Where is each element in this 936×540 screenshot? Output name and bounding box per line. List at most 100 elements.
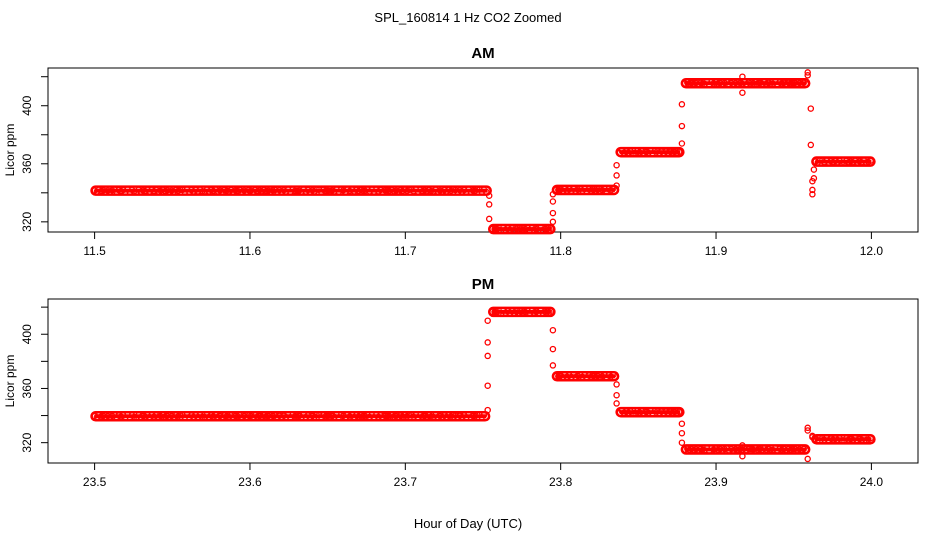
pm-transition-point xyxy=(484,317,491,324)
am-transition-point xyxy=(807,105,815,112)
pm-transition-point xyxy=(613,381,620,388)
am-data-point xyxy=(384,187,391,194)
pm-data-point xyxy=(232,412,239,420)
pm-transition-point xyxy=(809,433,816,441)
pm-x-tick-label: 24.0 xyxy=(860,475,884,489)
pm-transition-point xyxy=(484,382,491,389)
pm-x-tick-label: 23.9 xyxy=(704,475,728,489)
am-data-point xyxy=(546,226,553,233)
am-transition-point xyxy=(810,166,818,173)
pm-data-point xyxy=(675,408,683,416)
am-transition-point xyxy=(485,201,493,208)
am-transition-point xyxy=(739,73,746,80)
am-transition-point xyxy=(549,209,557,217)
am-data-point xyxy=(469,187,477,194)
pm-transition-point xyxy=(484,339,491,346)
pm-data-point xyxy=(480,412,488,419)
am-transition-point xyxy=(549,198,557,205)
am-panel: AM 11.5 11.6 11.7 11.8 11.9 12.0 320 360 400Licor… xyxy=(3,45,919,258)
am-data-point xyxy=(483,188,490,195)
pm-data-point xyxy=(491,308,498,316)
pm-transition-point xyxy=(549,345,557,353)
pm-transition-point xyxy=(678,429,686,437)
figure-title: SPL_160814 1 Hz CO2 Zoomed xyxy=(374,10,561,25)
pm-y-tick-label: 360 xyxy=(20,378,34,398)
am-data-point xyxy=(552,186,560,193)
figure-xlabel: Hour of Day (UTC) xyxy=(414,516,522,531)
pm-data-point xyxy=(754,446,761,453)
pm-data-point xyxy=(291,413,298,420)
am-transition-point xyxy=(809,191,816,198)
am-data-point xyxy=(789,79,796,87)
pm-panel: PM 23.5 23.6 23.7 23.8 23.9 24.0 320 360 400Licor… xyxy=(3,276,919,489)
pm-x-tick-label: 23.7 xyxy=(394,475,418,489)
pm-x-tick-label: 23.8 xyxy=(549,475,573,489)
am-y-tick-label: 360 xyxy=(20,153,34,173)
pm-data-points xyxy=(90,306,876,463)
am-x-tick-label: 11.5 xyxy=(83,244,106,258)
am-data-point xyxy=(754,80,761,87)
am-transition-point xyxy=(809,186,816,194)
am-data-point xyxy=(802,81,810,88)
pm-transition-point xyxy=(613,400,620,407)
am-data-point xyxy=(322,187,329,194)
am-transition-point xyxy=(613,161,620,169)
am-data-point xyxy=(745,79,752,86)
pm-data-point xyxy=(745,445,752,453)
pm-data-point xyxy=(469,412,477,420)
pm-transition-point xyxy=(804,455,811,463)
am-y-axis-label: Licor ppm xyxy=(3,124,17,177)
pm-data-point xyxy=(322,413,329,420)
am-transition-point xyxy=(678,140,686,147)
pm-transition-point xyxy=(613,391,620,399)
am-y-tick-label: 320 xyxy=(20,212,34,232)
am-data-point xyxy=(555,186,562,194)
am-transition-point xyxy=(485,192,493,199)
am-panel-title: AM xyxy=(471,45,494,62)
am-transition-point xyxy=(549,191,557,198)
am-data-point xyxy=(381,187,389,194)
am-y-tick-label: 400 xyxy=(20,95,34,115)
pm-transition-point xyxy=(484,406,491,414)
pm-data-point xyxy=(802,447,810,454)
pm-transition-point xyxy=(549,326,557,334)
pm-data-point xyxy=(789,446,796,453)
pm-data-point xyxy=(555,373,562,380)
pm-y-tick-label: 320 xyxy=(20,432,34,452)
am-x-tick-label: 11.7 xyxy=(394,244,417,258)
am-data-point xyxy=(232,187,239,194)
am-x-tick-label: 11.6 xyxy=(239,244,262,258)
am-transition-point xyxy=(549,218,557,226)
am-data-point xyxy=(489,225,496,233)
pm-y-axis-label: Licor ppm xyxy=(3,355,17,408)
pm-transition-point xyxy=(804,424,811,432)
am-transition-point xyxy=(810,175,818,182)
am-data-point xyxy=(867,157,874,164)
pm-transition-point xyxy=(739,442,746,449)
pm-transition-point xyxy=(739,452,746,460)
pm-data-point xyxy=(489,308,496,315)
pm-transition-point xyxy=(549,362,557,369)
pm-x-tick-label: 23.6 xyxy=(238,475,262,489)
am-data-point xyxy=(291,187,298,194)
am-data-point xyxy=(491,226,498,233)
pm-panel-title: PM xyxy=(472,276,495,293)
pm-y-tick-label: 400 xyxy=(20,324,34,344)
am-plot-frame xyxy=(47,67,919,233)
pm-plot-frame xyxy=(47,298,919,464)
pm-data-point xyxy=(867,435,874,442)
am-transition-point xyxy=(485,215,493,223)
am-transition-point xyxy=(804,72,811,79)
pm-data-point xyxy=(552,373,560,380)
pm-transition-point xyxy=(484,352,491,360)
pm-transition-point xyxy=(678,439,686,446)
pm-data-point xyxy=(384,412,391,420)
am-data-point xyxy=(263,187,270,195)
am-transition-point xyxy=(613,172,620,179)
pm-data-point xyxy=(546,309,553,316)
am-data-point xyxy=(675,148,683,156)
pm-transition-point xyxy=(804,427,811,434)
am-transition-point xyxy=(678,122,686,130)
am-data-points xyxy=(90,69,876,235)
